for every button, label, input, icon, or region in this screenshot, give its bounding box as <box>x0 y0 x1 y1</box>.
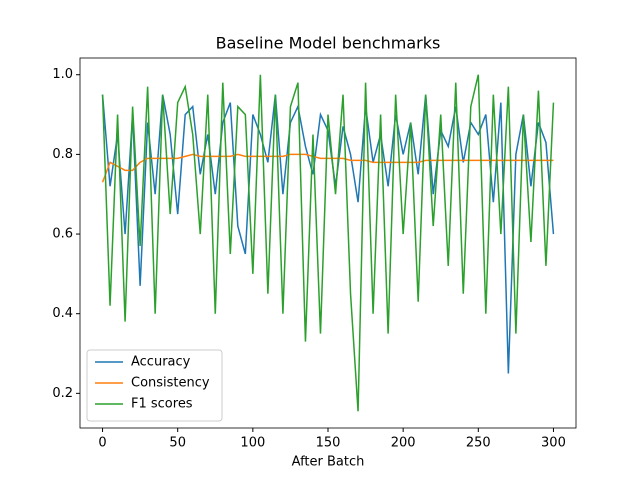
x-tick-label: 300 <box>541 436 566 451</box>
legend-label: Consistency <box>131 376 210 391</box>
x-tick-label: 200 <box>391 436 416 451</box>
y-tick-label: 1.0 <box>52 67 73 82</box>
x-tick-label: 150 <box>316 436 341 451</box>
x-tick-label: 50 <box>169 436 186 451</box>
legend-label: F1 scores <box>131 397 193 412</box>
x-tick-label: 0 <box>98 436 106 451</box>
x-tick-label: 100 <box>240 436 265 451</box>
data-line <box>101 94 555 374</box>
data-line <box>101 74 555 412</box>
data-line <box>101 153 554 183</box>
x-axis-label: After Batch <box>292 455 365 470</box>
y-tick-label: 0.2 <box>52 386 73 401</box>
chart-title: Baseline Model benchmarks <box>216 34 441 53</box>
y-tick-label: 0.8 <box>52 147 73 162</box>
legend-label: Accuracy <box>131 355 191 370</box>
axes-frame <box>79 57 577 429</box>
y-tick-label: 0.6 <box>52 227 73 242</box>
y-tick-label: 0.4 <box>52 306 73 321</box>
x-tick-label: 250 <box>466 436 491 451</box>
